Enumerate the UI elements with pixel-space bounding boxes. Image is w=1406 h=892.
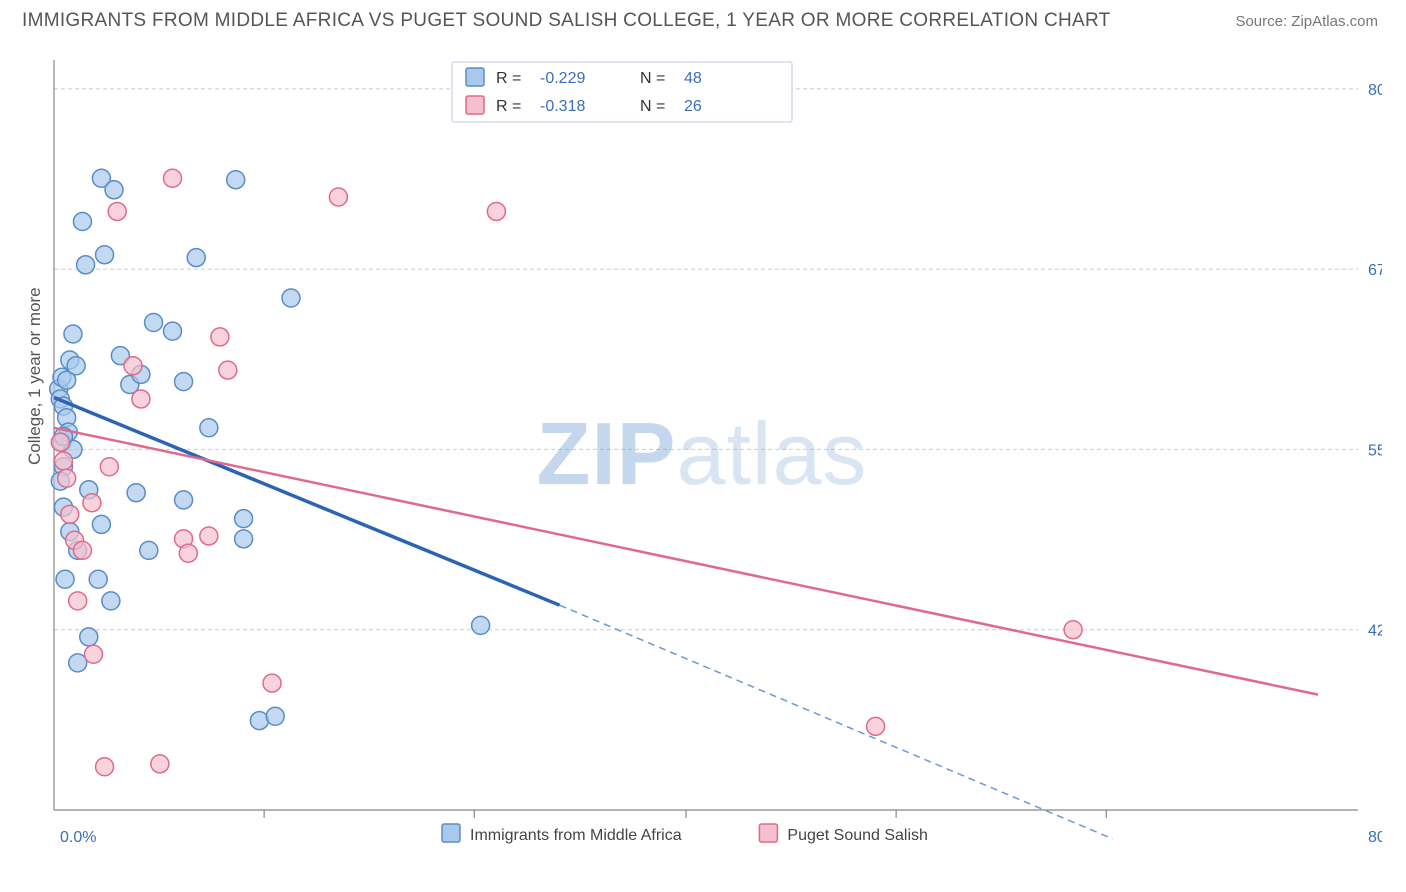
legend-swatch <box>759 824 777 842</box>
data-point <box>58 469 76 487</box>
scatter-chart: 42.5% 55.0% 67.5% 80.0% 0.0% 80.0% College, 1 … <box>22 50 1382 892</box>
data-point <box>179 544 197 562</box>
legend-swatch <box>466 68 484 86</box>
legend-n-value: 26 <box>684 98 702 115</box>
data-point <box>105 181 123 199</box>
trend-line-pink <box>54 428 1318 695</box>
data-point <box>73 541 91 559</box>
data-point <box>235 510 253 528</box>
legend-r-label: R = <box>496 70 521 87</box>
trend-line-blue-extrapolated <box>560 605 1113 839</box>
legend-n-label: N = <box>640 70 665 87</box>
x-tick-label: 80.0% <box>1368 829 1382 846</box>
data-point <box>235 530 253 548</box>
data-point <box>69 592 87 610</box>
data-point <box>132 390 150 408</box>
data-point <box>200 527 218 545</box>
y-tick-label: 55.0% <box>1368 442 1382 459</box>
legend-label: Puget Sound Salish <box>787 827 928 844</box>
data-point <box>83 494 101 512</box>
legend-n-value: 48 <box>684 70 702 87</box>
data-point <box>102 592 120 610</box>
data-point <box>73 213 91 231</box>
data-point <box>127 484 145 502</box>
data-point <box>77 256 95 274</box>
legend-r-value: -0.229 <box>540 70 585 87</box>
data-point <box>487 202 505 220</box>
legend-r-value: -0.318 <box>540 98 585 115</box>
data-point <box>124 357 142 375</box>
trend-line-blue <box>54 398 560 606</box>
data-point <box>67 357 85 375</box>
source-label: Source: ZipAtlas.com <box>1235 13 1378 30</box>
data-point <box>51 433 69 451</box>
data-point <box>89 570 107 588</box>
data-point <box>266 707 284 725</box>
data-point <box>472 616 490 634</box>
data-point <box>263 674 281 692</box>
data-point <box>867 717 885 735</box>
x-tick-label: 0.0% <box>60 829 96 846</box>
legend-n-label: N = <box>640 98 665 115</box>
data-point <box>140 541 158 559</box>
data-point <box>219 361 237 379</box>
y-tick-label: 42.5% <box>1368 623 1382 640</box>
chart-title: IMMIGRANTS FROM MIDDLE AFRICA VS PUGET S… <box>22 10 1111 32</box>
data-point <box>1064 621 1082 639</box>
legend-r-label: R = <box>496 98 521 115</box>
data-point <box>175 373 193 391</box>
legend-label: Immigrants from Middle Africa <box>470 827 682 844</box>
data-point <box>69 654 87 672</box>
data-point <box>187 249 205 267</box>
data-point <box>92 515 110 533</box>
data-point <box>61 505 79 523</box>
data-point <box>282 289 300 307</box>
data-point <box>200 419 218 437</box>
data-point <box>85 645 103 663</box>
data-point <box>211 328 229 346</box>
data-point <box>54 452 72 470</box>
data-point <box>108 202 126 220</box>
data-point <box>64 325 82 343</box>
data-point <box>329 188 347 206</box>
data-point <box>56 570 74 588</box>
data-point <box>100 458 118 476</box>
data-point <box>80 628 98 646</box>
data-point <box>96 246 114 264</box>
data-point <box>151 755 169 773</box>
chart-container: ZIPatlas 42.5%55.0%67.5%80.0%0.0%80.0%Co… <box>22 50 1382 892</box>
data-point <box>96 758 114 776</box>
data-point <box>164 169 182 187</box>
data-point <box>175 491 193 509</box>
legend-swatch <box>442 824 460 842</box>
data-point <box>145 314 163 332</box>
legend-swatch <box>466 96 484 114</box>
bottom-legend: Immigrants from Middle Africa Puget Sound… <box>442 824 928 844</box>
y-tick-label: 67.5% <box>1368 262 1382 279</box>
data-point <box>227 171 245 189</box>
data-point <box>164 322 182 340</box>
y-axis-label: College, 1 year or more <box>25 287 44 465</box>
y-tick-label: 80.0% <box>1368 82 1382 99</box>
